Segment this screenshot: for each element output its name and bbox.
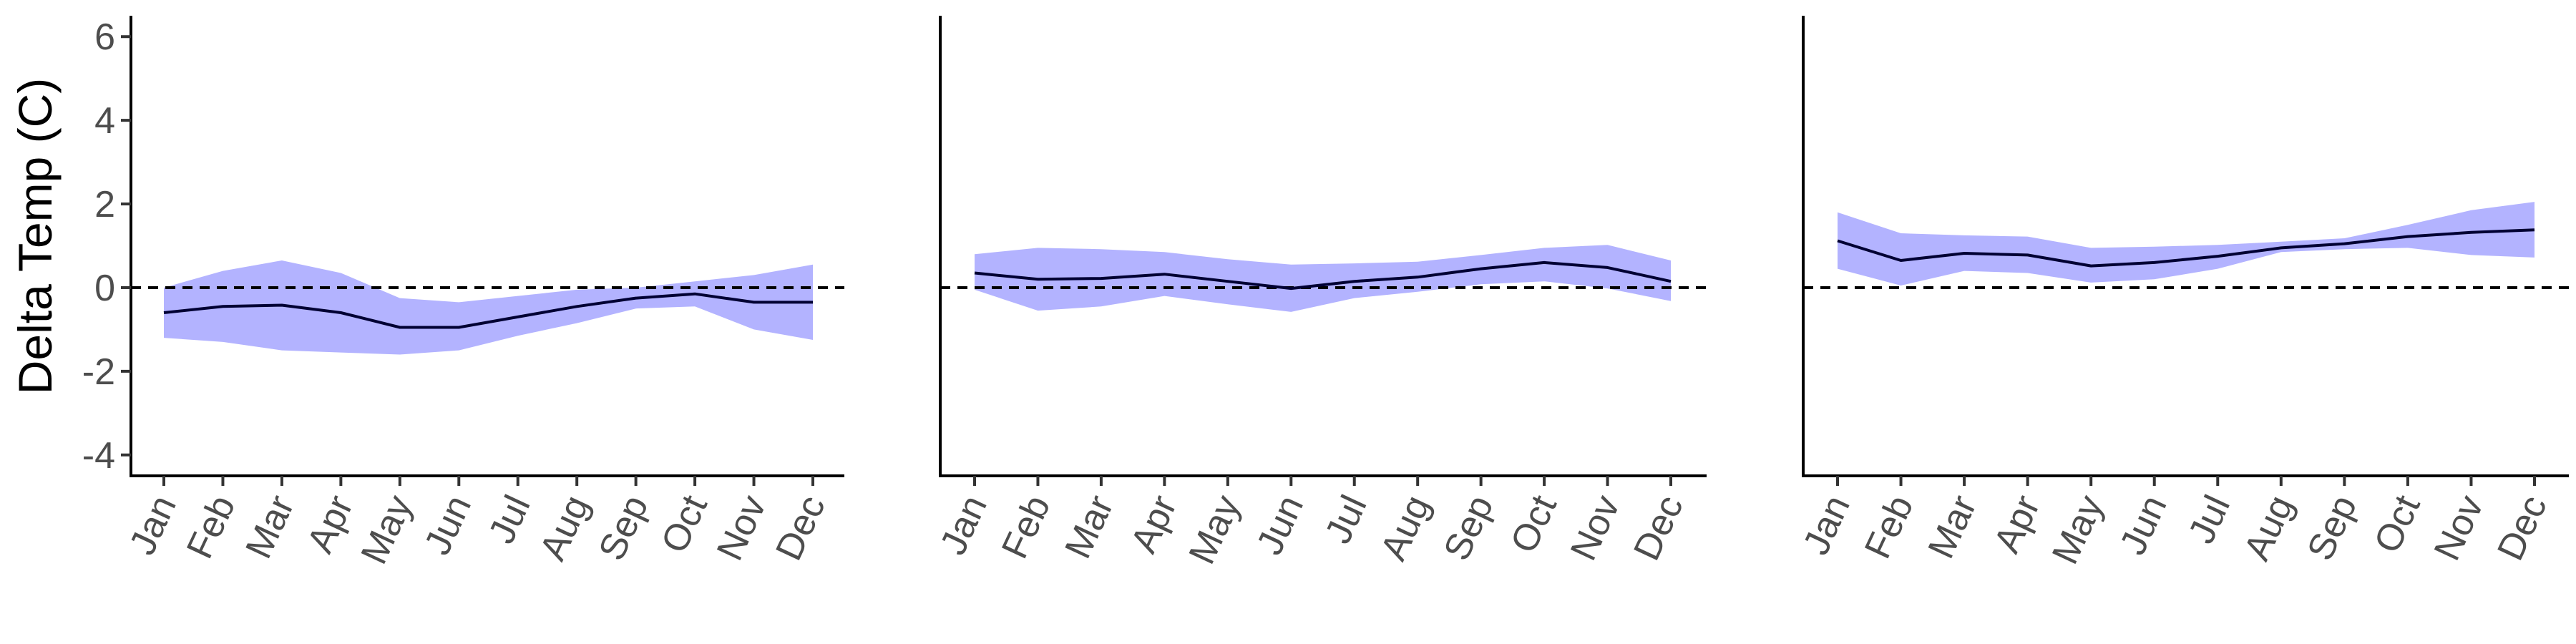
x-tick-label: Mar xyxy=(1921,489,1985,565)
x-tick-label: May xyxy=(2044,489,2112,571)
x-tick-label: Feb xyxy=(994,489,1058,565)
y-tick-label: 4 xyxy=(94,100,115,142)
y-tick-label: 6 xyxy=(94,16,115,58)
x-tick-label: Oct xyxy=(653,489,716,559)
x-tick-label: Jul xyxy=(481,489,539,550)
x-tick-label: Nov xyxy=(709,489,775,567)
x-tick-label: May xyxy=(1181,489,1249,571)
x-tick-label: Nov xyxy=(1563,489,1629,567)
y-tick-label: -2 xyxy=(82,351,115,393)
x-tick-label: Jan xyxy=(122,489,185,562)
x-tick-label: Apr xyxy=(299,489,361,560)
x-tick-label: Dec xyxy=(1626,489,1692,567)
x-tick-label: Apr xyxy=(1986,489,2049,560)
x-tick-label: Apr xyxy=(1123,489,1185,560)
x-tick-label: Aug xyxy=(1372,489,1438,567)
x-tick-label: Jan xyxy=(932,489,995,562)
x-tick-label: Sep xyxy=(2300,489,2366,567)
confidence-ribbon xyxy=(975,245,1671,312)
y-tick-label: 0 xyxy=(94,268,115,309)
confidence-ribbon xyxy=(164,260,813,355)
x-tick-label: Oct xyxy=(1503,489,1565,559)
x-tick-label: Mar xyxy=(1057,489,1121,565)
y-tick-label: 2 xyxy=(94,184,115,225)
x-tick-label: Oct xyxy=(2366,489,2429,559)
x-tick-label: Sep xyxy=(591,489,657,567)
mean-line xyxy=(1837,228,2535,268)
x-tick-label: Jul xyxy=(1317,489,1375,550)
x-tick-label: Dec xyxy=(2489,489,2555,567)
x-tick-label: Jan xyxy=(1795,489,1858,562)
x-tick-label: Aug xyxy=(2236,489,2302,567)
mean-line xyxy=(974,260,1672,291)
x-tick-label: Feb xyxy=(1857,489,1921,565)
x-tick-label: Sep xyxy=(1436,489,1502,567)
x-tick-label: Feb xyxy=(179,489,243,565)
x-tick-label: Mar xyxy=(238,489,302,565)
x-tick-label: Jul xyxy=(2180,489,2238,550)
mean-line xyxy=(163,292,813,329)
y-tick-label: -4 xyxy=(82,435,115,477)
x-tick-label: Jun xyxy=(416,489,479,562)
x-tick-label: Jun xyxy=(2112,489,2175,562)
x-tick-label: Aug xyxy=(532,489,597,567)
x-tick-label: Jun xyxy=(1249,489,1312,562)
confidence-ribbon xyxy=(1838,202,2534,286)
x-tick-label: Nov xyxy=(2426,489,2492,567)
x-tick-label: May xyxy=(353,489,421,571)
y-axis-title: Delta Temp (C) xyxy=(9,78,62,395)
x-tick-label: Dec xyxy=(768,489,834,567)
